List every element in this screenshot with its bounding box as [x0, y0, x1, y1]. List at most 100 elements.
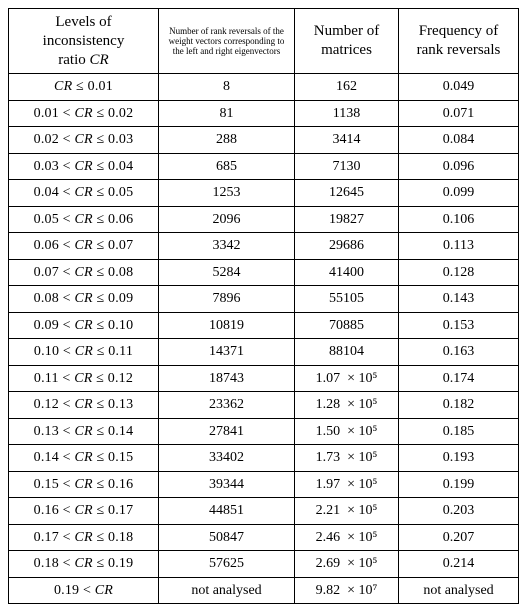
cell-freq: 0.163 [399, 339, 519, 366]
cell-matrices: 1138 [295, 100, 399, 127]
cell-range: 0.04 < CR ≤ 0.05 [9, 180, 159, 207]
cell-reversals: 685 [159, 153, 295, 180]
table-row: 0.17 < CR ≤ 0.18508472.46 × 10⁵0.207 [9, 524, 519, 551]
cell-matrices: 29686 [295, 233, 399, 260]
cell-freq: 0.193 [399, 445, 519, 472]
cell-reversals: 10819 [159, 312, 295, 339]
cell-reversals: 23362 [159, 392, 295, 419]
cell-reversals: 39344 [159, 471, 295, 498]
cell-reversals: 14371 [159, 339, 295, 366]
cell-matrices: 1.97 × 10⁵ [295, 471, 399, 498]
cell-matrices: 19827 [295, 206, 399, 233]
cell-freq: 0.096 [399, 153, 519, 180]
cell-reversals: 2096 [159, 206, 295, 233]
cell-matrices: 7130 [295, 153, 399, 180]
cell-freq: 0.084 [399, 127, 519, 154]
cell-matrices: 1.28 × 10⁵ [295, 392, 399, 419]
cell-range: 0.10 < CR ≤ 0.11 [9, 339, 159, 366]
table-row: 0.10 < CR ≤ 0.1114371881040.163 [9, 339, 519, 366]
cell-range: 0.16 < CR ≤ 0.17 [9, 498, 159, 525]
table-row: 0.13 < CR ≤ 0.14278411.50 × 10⁵0.185 [9, 418, 519, 445]
table-row: 0.01 < CR ≤ 0.028111380.071 [9, 100, 519, 127]
header-freq-line2: rank reversals [417, 42, 501, 58]
cell-reversals: 50847 [159, 524, 295, 551]
cell-range: 0.17 < CR ≤ 0.18 [9, 524, 159, 551]
cell-matrices: 3414 [295, 127, 399, 154]
table-row: 0.12 < CR ≤ 0.13233621.28 × 10⁵0.182 [9, 392, 519, 419]
cell-matrices: 1.50 × 10⁵ [295, 418, 399, 445]
table-row: 0.05 < CR ≤ 0.062096198270.106 [9, 206, 519, 233]
cell-matrices: 162 [295, 74, 399, 101]
cell-freq: 0.185 [399, 418, 519, 445]
table-row: 0.08 < CR ≤ 0.097896551050.143 [9, 286, 519, 313]
cell-reversals: 57625 [159, 551, 295, 578]
cell-matrices: 1.07 × 10⁵ [295, 365, 399, 392]
header-freq: Frequency of rank reversals [399, 9, 519, 74]
table-row: 0.15 < CR ≤ 0.16393441.97 × 10⁵0.199 [9, 471, 519, 498]
cell-range: 0.13 < CR ≤ 0.14 [9, 418, 159, 445]
cell-freq: 0.071 [399, 100, 519, 127]
cell-freq: 0.182 [399, 392, 519, 419]
cell-reversals: 7896 [159, 286, 295, 313]
cell-reversals: 33402 [159, 445, 295, 472]
cell-reversals: not analysed [159, 577, 295, 604]
cell-matrices: 70885 [295, 312, 399, 339]
cell-range: 0.06 < CR ≤ 0.07 [9, 233, 159, 260]
cell-range: 0.11 < CR ≤ 0.12 [9, 365, 159, 392]
cell-reversals: 27841 [159, 418, 295, 445]
cell-freq: 0.106 [399, 206, 519, 233]
cell-reversals: 81 [159, 100, 295, 127]
cell-reversals: 18743 [159, 365, 295, 392]
cell-range: CR ≤ 0.01 [9, 74, 159, 101]
cell-freq: 0.049 [399, 74, 519, 101]
cell-matrices: 9.82 × 10⁷ [295, 577, 399, 604]
table-row: 0.11 < CR ≤ 0.12187431.07 × 10⁵0.174 [9, 365, 519, 392]
cell-matrices: 12645 [295, 180, 399, 207]
cell-reversals: 44851 [159, 498, 295, 525]
cell-matrices: 41400 [295, 259, 399, 286]
table-row: 0.18 < CR ≤ 0.19576252.69 × 10⁵0.214 [9, 551, 519, 578]
cell-range: 0.19 < CR [9, 577, 159, 604]
header-matrices-line1: Number of [314, 23, 379, 39]
table-row: CR ≤ 0.0181620.049 [9, 74, 519, 101]
cell-freq: 0.153 [399, 312, 519, 339]
cell-freq: 0.199 [399, 471, 519, 498]
header-range: Levels of inconsistency ratio CR [9, 9, 159, 74]
header-range-line2: inconsistency [43, 33, 125, 49]
table-header: Levels of inconsistency ratio CR Number … [9, 9, 519, 74]
cell-matrices: 55105 [295, 286, 399, 313]
cell-freq: 0.214 [399, 551, 519, 578]
cell-matrices: 1.73 × 10⁵ [295, 445, 399, 472]
table-row: 0.04 < CR ≤ 0.051253126450.099 [9, 180, 519, 207]
cell-range: 0.08 < CR ≤ 0.09 [9, 286, 159, 313]
cell-range: 0.03 < CR ≤ 0.04 [9, 153, 159, 180]
cell-freq: 0.128 [399, 259, 519, 286]
table-row: 0.16 < CR ≤ 0.17448512.21 × 10⁵0.203 [9, 498, 519, 525]
cell-matrices: 88104 [295, 339, 399, 366]
table-row: 0.14 < CR ≤ 0.15334021.73 × 10⁵0.193 [9, 445, 519, 472]
cell-reversals: 288 [159, 127, 295, 154]
cell-range: 0.07 < CR ≤ 0.08 [9, 259, 159, 286]
header-freq-line1: Frequency of [419, 23, 499, 39]
cell-range: 0.14 < CR ≤ 0.15 [9, 445, 159, 472]
cell-matrices: 2.21 × 10⁵ [295, 498, 399, 525]
header-matrices-line2: matrices [321, 42, 372, 58]
cell-range: 0.09 < CR ≤ 0.10 [9, 312, 159, 339]
cell-range: 0.02 < CR ≤ 0.03 [9, 127, 159, 154]
cell-freq: 0.143 [399, 286, 519, 313]
header-range-line3: ratio CR [58, 52, 108, 68]
table-row: 0.09 < CR ≤ 0.1010819708850.153 [9, 312, 519, 339]
table-row: 0.07 < CR ≤ 0.085284414000.128 [9, 259, 519, 286]
cell-freq: 0.203 [399, 498, 519, 525]
cell-freq: 0.174 [399, 365, 519, 392]
cell-range: 0.12 < CR ≤ 0.13 [9, 392, 159, 419]
table-row: 0.19 < CRnot analysed9.82 × 10⁷not analy… [9, 577, 519, 604]
cell-reversals: 8 [159, 74, 295, 101]
cell-range: 0.15 < CR ≤ 0.16 [9, 471, 159, 498]
cell-freq: not analysed [399, 577, 519, 604]
table-row: 0.03 < CR ≤ 0.0468571300.096 [9, 153, 519, 180]
cell-freq: 0.113 [399, 233, 519, 260]
cell-matrices: 2.69 × 10⁵ [295, 551, 399, 578]
cell-matrices: 2.46 × 10⁵ [295, 524, 399, 551]
header-matrices: Number of matrices [295, 9, 399, 74]
